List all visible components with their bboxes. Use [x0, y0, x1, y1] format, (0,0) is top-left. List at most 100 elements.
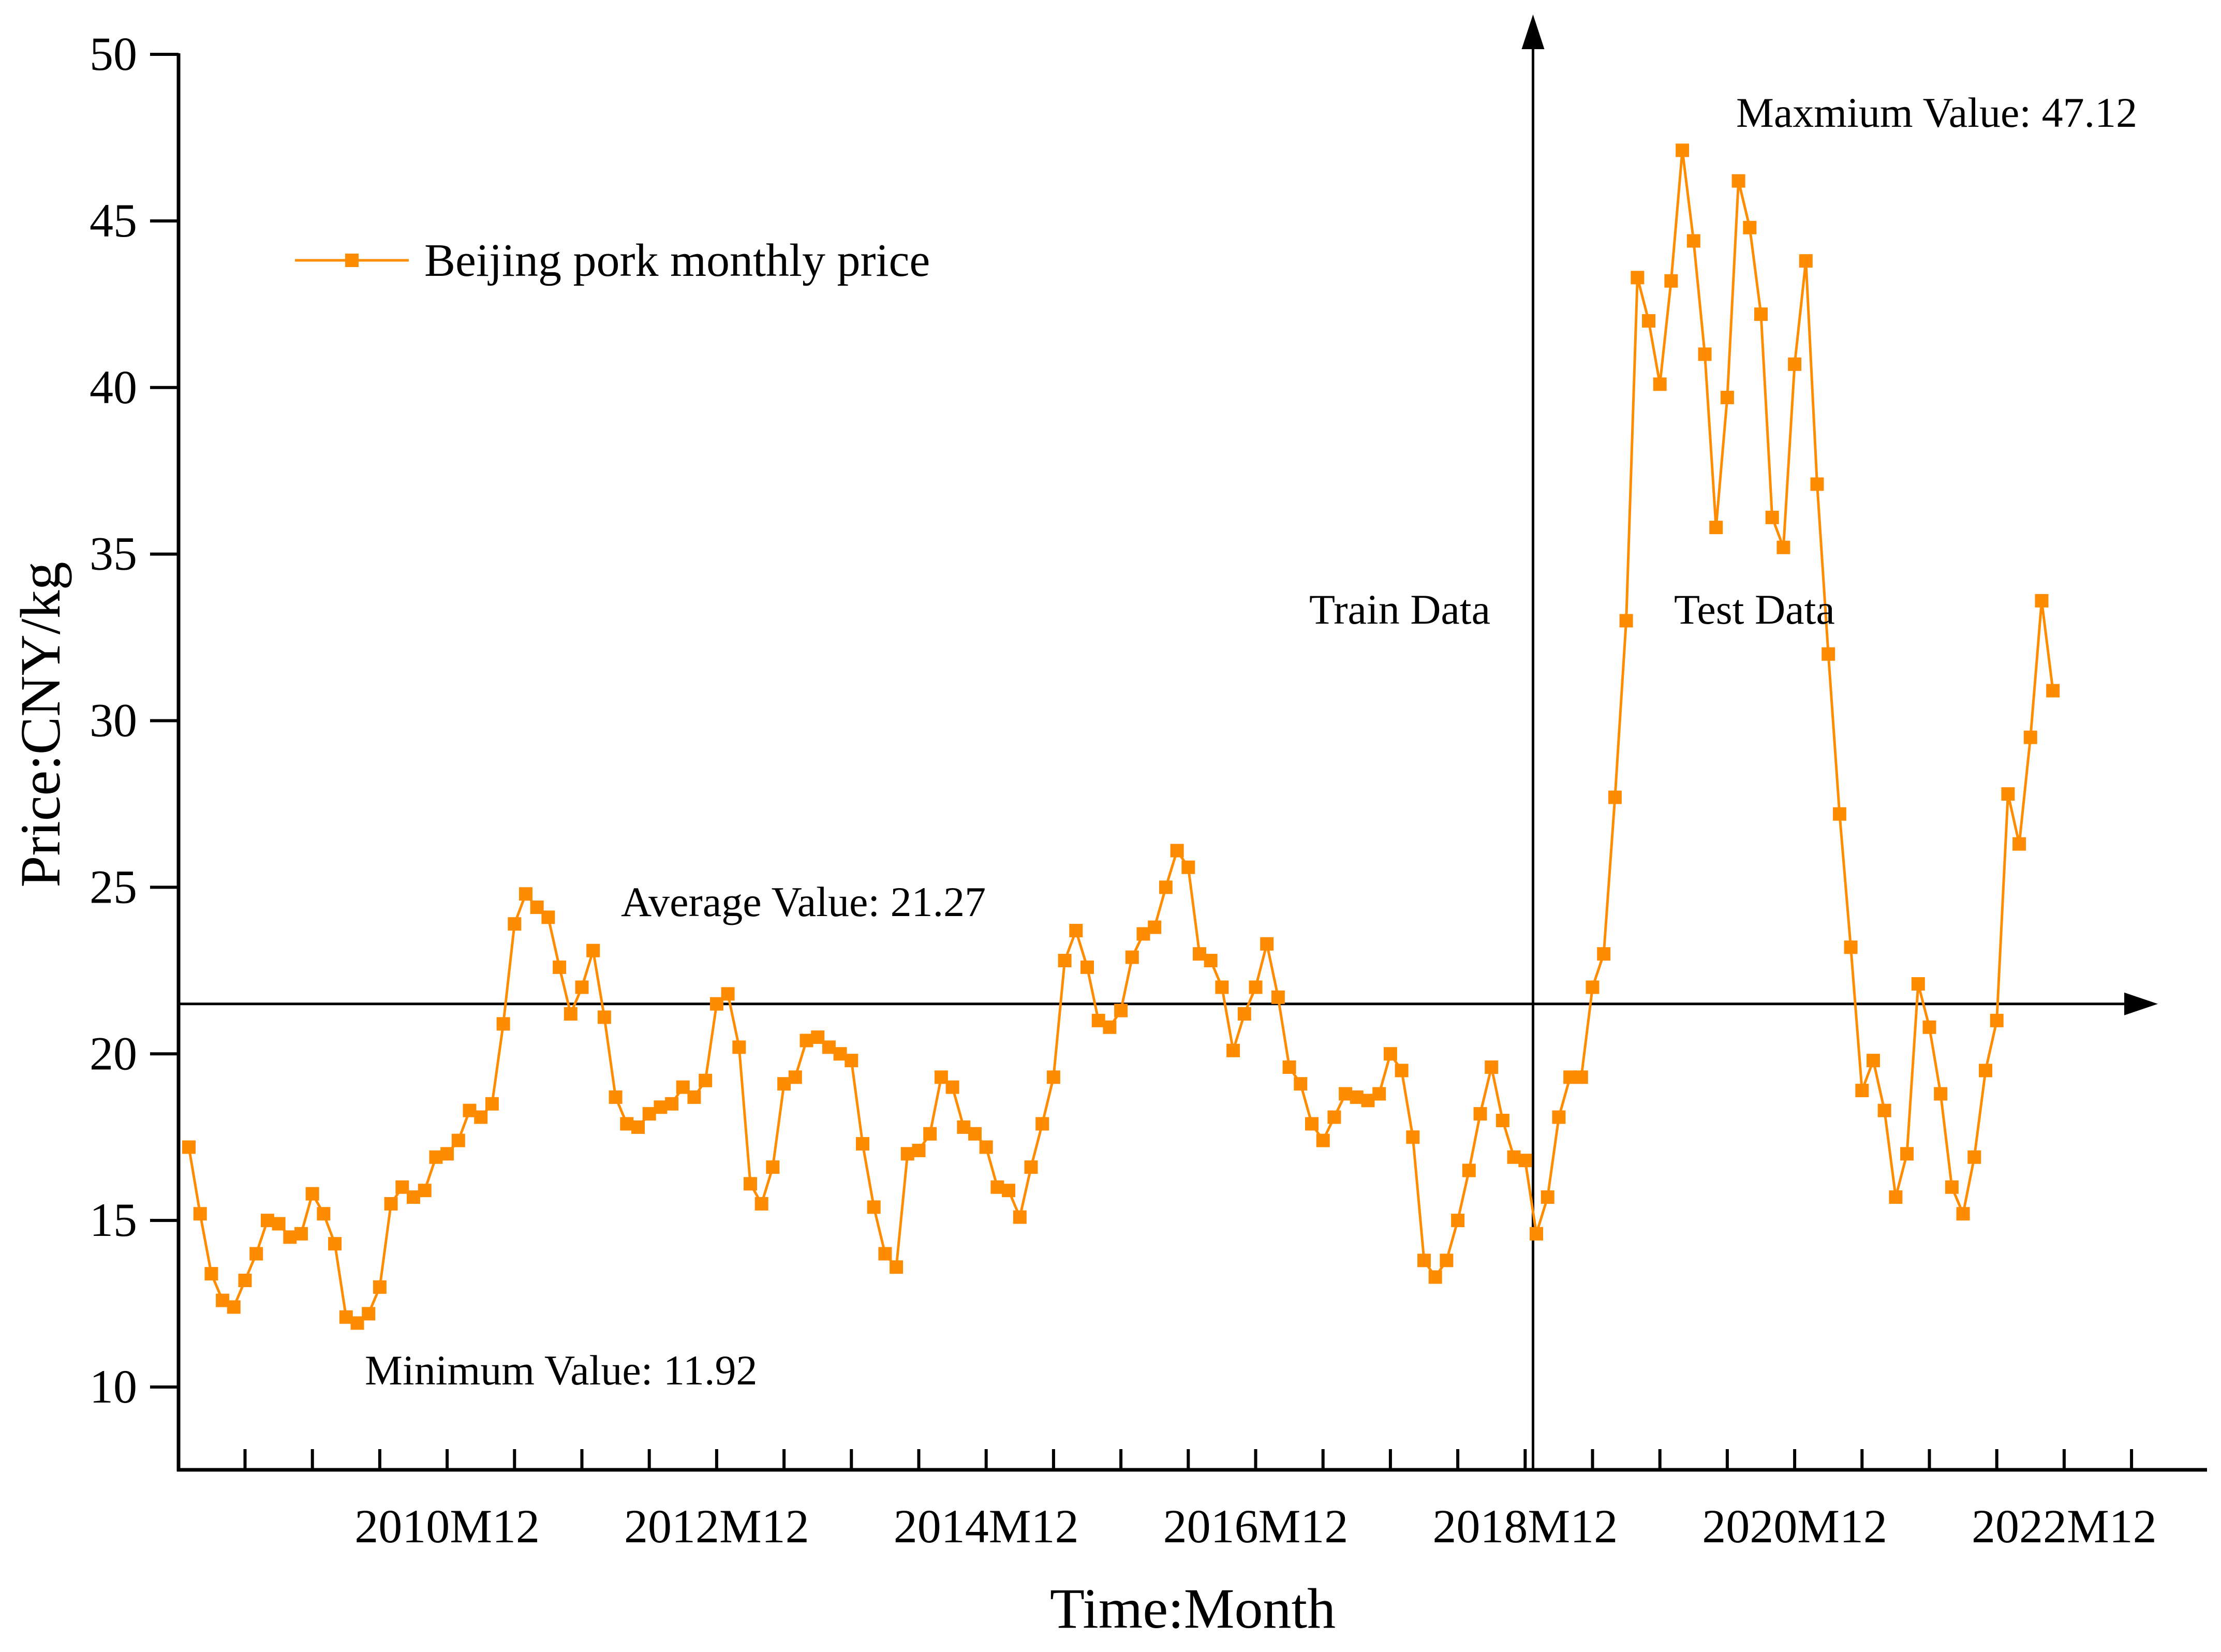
data-point — [822, 1040, 836, 1054]
y-tick-label-40: 40 — [90, 361, 137, 414]
data-point — [1945, 1180, 1959, 1194]
data-point — [1125, 950, 1139, 964]
data-point — [687, 1090, 701, 1104]
data-point — [665, 1097, 679, 1111]
data-point — [1249, 980, 1263, 994]
data-point — [1013, 1210, 1027, 1224]
y-tick-label-20: 20 — [90, 1027, 137, 1080]
data-point — [1810, 477, 1824, 491]
data-point — [945, 1080, 959, 1094]
data-point — [1215, 980, 1229, 994]
data-point — [463, 1103, 477, 1117]
data-point — [1282, 1060, 1296, 1074]
data-point — [238, 1274, 252, 1287]
data-point — [350, 1316, 364, 1330]
data-point — [754, 1197, 768, 1211]
data-point — [1574, 1070, 1588, 1084]
data-point — [968, 1127, 982, 1141]
data-point — [1395, 1064, 1409, 1078]
data-point — [1170, 844, 1184, 858]
data-point — [2012, 837, 2026, 851]
legend-marker-swatch — [345, 254, 359, 267]
data-point — [1496, 1114, 1509, 1127]
data-point — [979, 1140, 993, 1154]
x-tick-label-2018M12: 2018M12 — [1432, 1500, 1618, 1553]
data-point — [1563, 1070, 1577, 1084]
y-tick-label-15: 15 — [90, 1193, 137, 1246]
y-tick-label-35: 35 — [90, 527, 137, 580]
data-point — [1080, 960, 1094, 974]
data-point — [1327, 1110, 1341, 1124]
data-point — [496, 1017, 510, 1031]
y-axis-label: Price:CNY/kg — [9, 562, 72, 887]
data-point — [586, 943, 600, 957]
data-point — [1541, 1190, 1554, 1204]
data-point — [553, 960, 567, 974]
legend: Beijing pork monthly price — [295, 235, 930, 286]
data-point — [227, 1300, 241, 1314]
data-point — [1709, 521, 1723, 535]
train-data-annotation: Train Data — [1309, 586, 1490, 633]
data-point — [2001, 787, 2015, 801]
data-point — [260, 1214, 274, 1228]
data-point — [1462, 1163, 1476, 1177]
data-point — [407, 1190, 420, 1204]
x-tick-label-2016M12: 2016M12 — [1163, 1500, 1349, 1553]
data-point — [1091, 1013, 1105, 1027]
data-point — [1440, 1253, 1454, 1267]
x-axis-label: Time:Month — [1050, 1577, 1336, 1640]
data-point — [2035, 594, 2049, 608]
data-point — [1148, 920, 1162, 934]
data-point — [1676, 143, 1690, 157]
data-point — [508, 917, 522, 931]
data-point — [1046, 1070, 1060, 1084]
data-point — [305, 1187, 319, 1201]
data-point — [1967, 1150, 1981, 1164]
y-ticks-group: 10 15 20 25 30 35 40 45 50 — [90, 27, 179, 1413]
data-point — [1552, 1110, 1566, 1124]
data-point — [1294, 1077, 1308, 1091]
data-point — [878, 1247, 892, 1261]
data-point — [1855, 1084, 1869, 1098]
data-point — [216, 1293, 230, 1307]
data-point — [631, 1120, 645, 1134]
data-point — [1664, 274, 1678, 288]
data-point — [890, 1260, 904, 1274]
data-point — [1316, 1133, 1330, 1147]
data-point — [2046, 684, 2060, 698]
x-tick-label-2020M12: 2020M12 — [1702, 1500, 1887, 1553]
maximum-value-annotation: Maxmium Value: 47.12 — [1736, 89, 2137, 136]
data-point — [642, 1107, 656, 1121]
data-point — [1406, 1130, 1420, 1144]
data-point — [1979, 1064, 1992, 1078]
data-point — [373, 1280, 387, 1294]
data-point — [362, 1307, 376, 1321]
y-tick-label-10: 10 — [90, 1360, 137, 1413]
x-tick-label-2022M12: 2022M12 — [1972, 1500, 2157, 1553]
series-group — [182, 143, 2060, 1330]
data-point — [451, 1133, 465, 1147]
data-point — [1788, 357, 1802, 371]
data-point — [744, 1177, 757, 1191]
data-point — [1911, 977, 1925, 991]
labels-group: Price:CNY/kg Time:Month Maxmium Value: 4… — [9, 89, 2137, 1640]
data-point — [1024, 1160, 1038, 1174]
y-tick-label-30: 30 — [90, 694, 137, 747]
data-point — [294, 1227, 308, 1241]
data-point — [1136, 927, 1150, 941]
series-line-beijing-pork — [187, 149, 2054, 1324]
data-point — [541, 910, 555, 924]
data-point — [721, 987, 735, 1001]
data-point — [1260, 937, 1274, 951]
data-point — [1518, 1154, 1532, 1168]
data-point — [609, 1090, 623, 1104]
data-point — [2023, 730, 2037, 744]
guides-group — [179, 14, 2158, 1470]
y-tick-label-25: 25 — [90, 860, 137, 913]
data-point — [1877, 1103, 1891, 1117]
data-point — [1237, 1007, 1251, 1021]
data-point — [1372, 1087, 1386, 1101]
average-value-annotation: Average Value: 21.27 — [621, 878, 986, 925]
data-point — [709, 997, 723, 1011]
data-point — [1990, 1013, 2004, 1027]
